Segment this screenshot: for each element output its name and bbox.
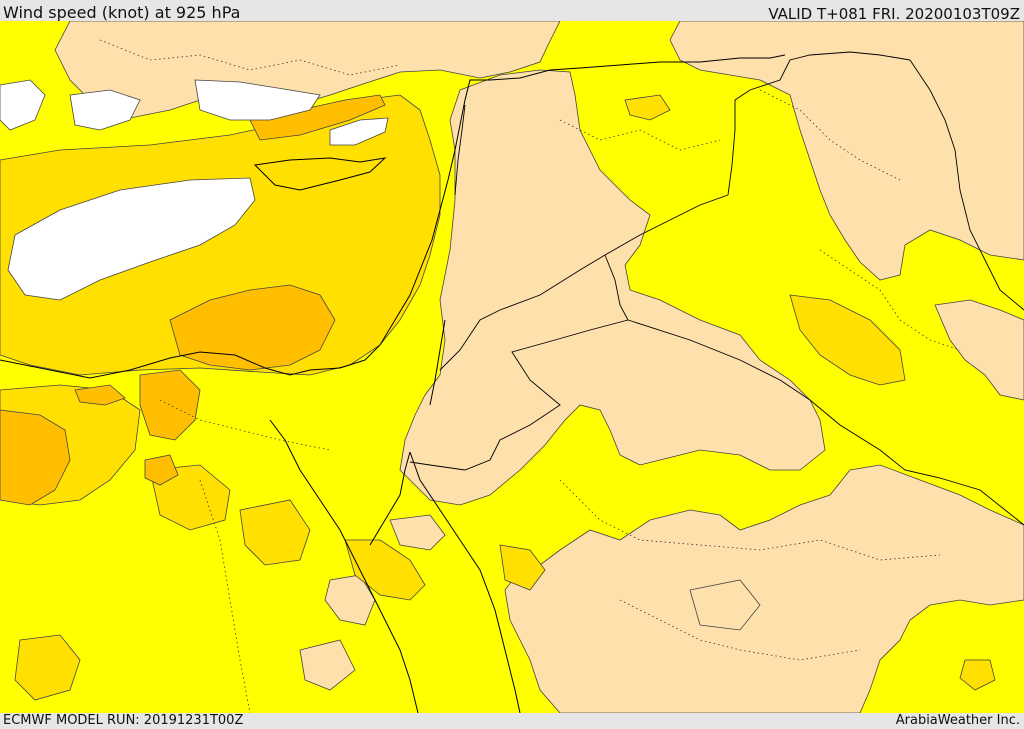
admin-boundaries [99, 39, 961, 713]
coastlines [0, 54, 786, 713]
credit: ArabiaWeather Inc. [895, 713, 1020, 728]
valid-time: VALID T+081 FRI. 20200103T09Z [768, 5, 1020, 23]
footer-bar: ECMWF MODEL RUN: 20191231T00Z ArabiaWeat… [0, 713, 1024, 729]
field-light [54, 21, 1024, 713]
title-bar: Wind speed (knot) at 925 hPa VALID T+081… [0, 0, 1024, 23]
field-calm [0, 79, 389, 301]
wind-map [0, 21, 1024, 713]
borders [409, 51, 1024, 526]
model-run: ECMWF MODEL RUN: 20191231T00Z [3, 713, 244, 728]
map-title: Wind speed (knot) at 925 hPa [3, 3, 241, 22]
field-strong [0, 94, 386, 506]
